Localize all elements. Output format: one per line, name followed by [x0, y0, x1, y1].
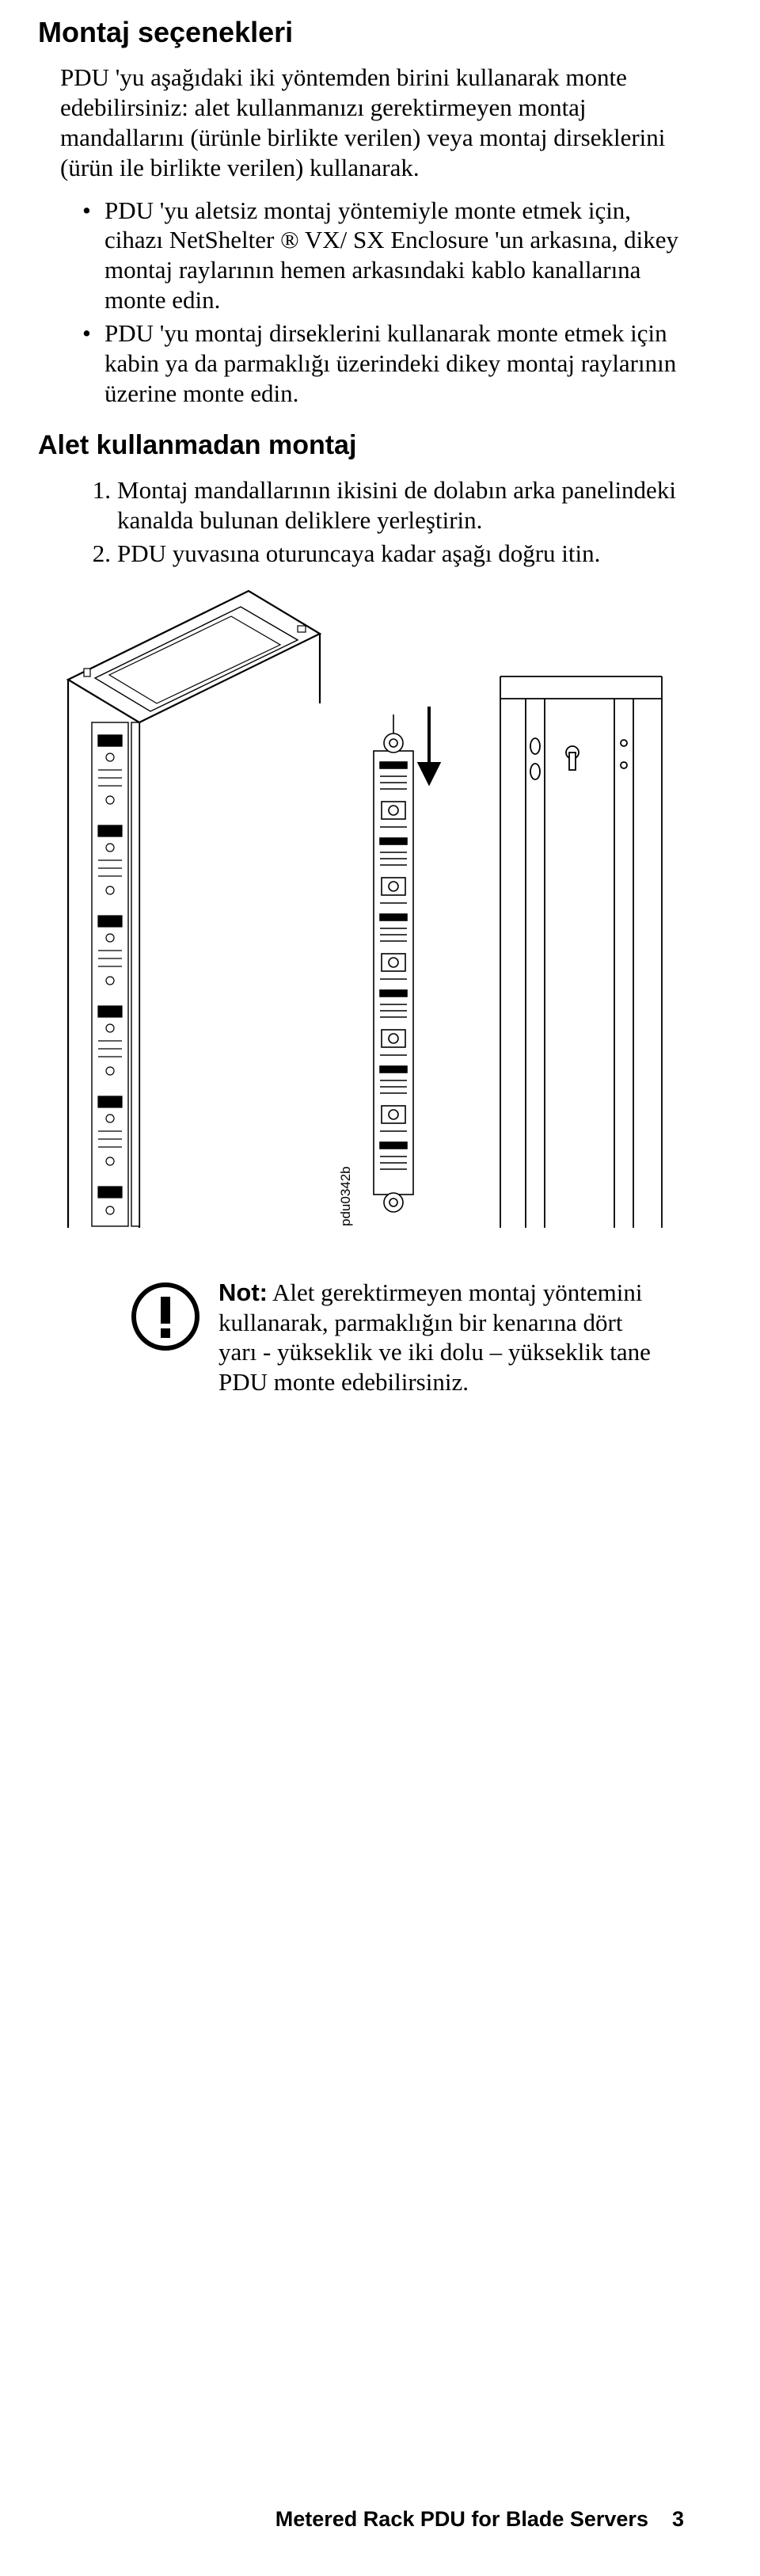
note-text: Not: Alet gerektirmeyen montaj yöntemini…: [218, 1278, 652, 1397]
section-heading: Montaj seçenekleri: [38, 16, 684, 48]
footer-page-number: 3: [672, 2507, 684, 2531]
bullet-item: PDU 'yu aletsiz montaj yöntemiyle monte …: [82, 196, 684, 315]
install-diagram-svg: pdu0342b: [60, 588, 678, 1245]
note-label: Not:: [218, 1278, 268, 1306]
installation-figure: pdu0342b: [60, 588, 684, 1249]
bullet-list: PDU 'yu aletsiz montaj yöntemiyle monte …: [82, 196, 684, 409]
step-number: 2.: [82, 539, 111, 569]
bullet-item: PDU 'yu montaj dirseklerini kullanarak m…: [82, 318, 684, 408]
caution-exclamation-icon: [131, 1282, 200, 1351]
step-item: 1. Montaj mandallarının ikisini de dolab…: [82, 475, 684, 535]
step-number: 1.: [82, 475, 111, 505]
note-body: Alet gerektirmeyen montaj yöntemini kull…: [218, 1278, 651, 1396]
step-text: PDU yuvasına oturuncaya kadar aşağı doğr…: [117, 539, 600, 567]
note-block: Not: Alet gerektirmeyen montaj yöntemini…: [131, 1278, 652, 1397]
figure-code-label: pdu0342b: [338, 1166, 353, 1226]
step-text: Montaj mandallarının ikisini de dolabın …: [117, 476, 676, 534]
footer-doc-title: Metered Rack PDU for Blade Servers: [276, 2507, 648, 2531]
page-footer: Metered Rack PDU for Blade Servers 3: [0, 2507, 760, 2532]
numbered-list: 1. Montaj mandallarının ikisini de dolab…: [82, 475, 684, 568]
step-item: 2. PDU yuvasına oturuncaya kadar aşağı d…: [82, 539, 684, 569]
subsection-heading: Alet kullanmadan montaj: [38, 430, 684, 461]
intro-paragraph: PDU 'yu aşağıdaki iki yöntemden birini k…: [60, 63, 684, 182]
